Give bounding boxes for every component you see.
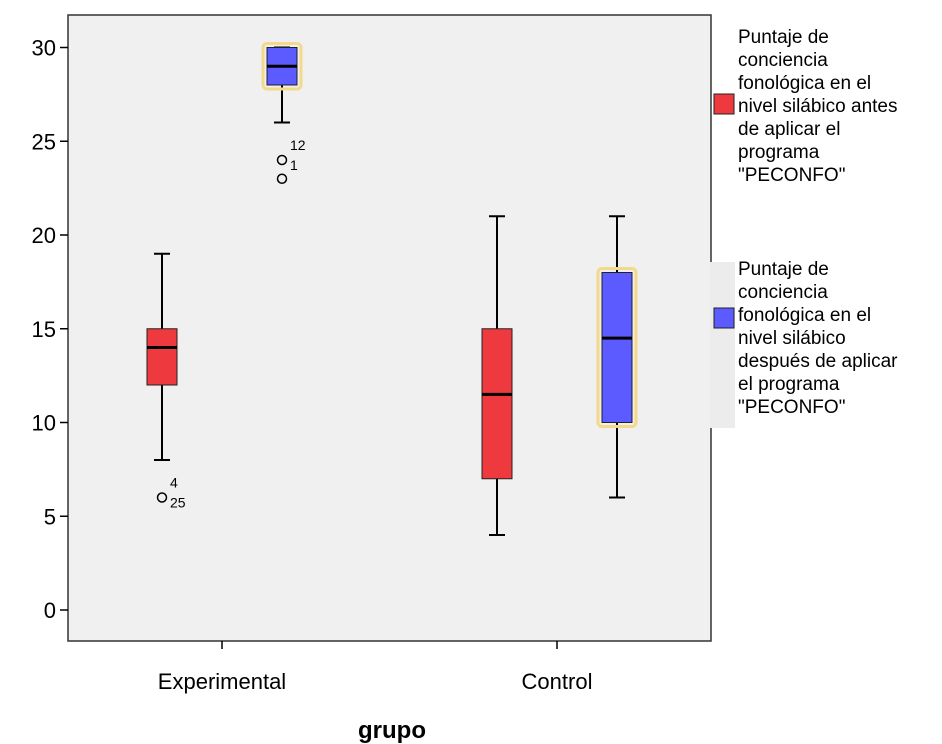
- legend-label-line: nivel silábico antes: [738, 96, 897, 117]
- iqr-box: [146, 328, 178, 386]
- outlier-point: [156, 492, 168, 503]
- box-series-2-control: [596, 215, 638, 499]
- outlier-label: 1: [290, 157, 298, 173]
- legend-label-line: conciencia: [738, 50, 828, 71]
- box-highlight: [596, 267, 638, 428]
- x-tick-label-experimental: Experimental: [158, 669, 286, 694]
- y-tick-label-30: 30: [32, 36, 56, 61]
- iqr-box: [601, 272, 633, 423]
- box-series-1-experimental: 425: [146, 252, 186, 511]
- x-axis-title: grupo: [358, 717, 426, 744]
- legend-label-line: conciencia: [738, 282, 828, 303]
- legend-swatch: [713, 307, 735, 329]
- y-tick-label-15: 15: [32, 317, 56, 342]
- legend-label-line: "PECONFO": [738, 165, 845, 186]
- outlier-point: [276, 154, 288, 166]
- box-highlight: [261, 42, 303, 91]
- y-tick-label-25: 25: [32, 129, 56, 154]
- outlier-label: 4: [170, 475, 178, 491]
- box-series-2-experimental: 121: [261, 42, 306, 184]
- x-tick-label-control: Control: [522, 669, 593, 694]
- y-tick-label-20: 20: [32, 223, 56, 248]
- legend-label-line: el programa: [738, 374, 840, 395]
- x-axis: Experimental Control: [158, 641, 593, 694]
- y-tick-label-10: 10: [32, 411, 56, 436]
- legend-highlight-bg: [710, 262, 735, 428]
- legend-label-line: programa: [738, 142, 820, 163]
- outlier-label: 12: [290, 137, 306, 153]
- y-axis: 0 5 10 15 20 25 30: [32, 36, 68, 623]
- legend-label-line: de aplicar el: [738, 119, 840, 140]
- box-series-1-control: [481, 215, 513, 536]
- outlier-point: [276, 173, 288, 184]
- legend-label-line: Puntaje de: [738, 259, 829, 280]
- legend-label-line: Puntaje de: [738, 27, 829, 48]
- legend-label-line: nivel silábico: [738, 328, 846, 349]
- outlier-label: 25: [170, 495, 186, 511]
- legend-label-line: "PECONFO": [738, 397, 845, 418]
- y-tick-label-5: 5: [44, 504, 56, 529]
- y-tick-label-0: 0: [44, 598, 56, 623]
- legend-label-line: después de aplicar: [738, 351, 898, 372]
- legend-swatch: [713, 93, 735, 115]
- legend-label-line: fonológica en el: [738, 73, 871, 94]
- iqr-box: [481, 328, 513, 480]
- legend-label-line: fonológica en el: [738, 305, 871, 326]
